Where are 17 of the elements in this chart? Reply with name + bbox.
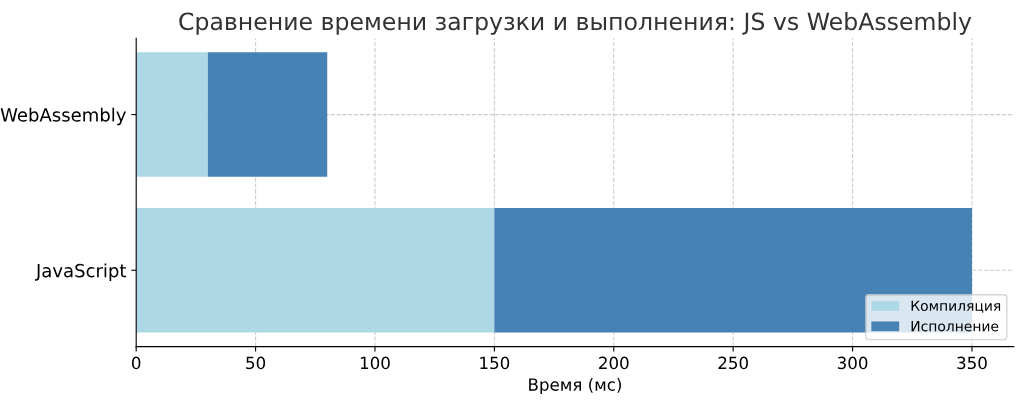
chart-title: Сравнение времени загрузки и выполнения: JS vs WebAssembly [179, 12, 972, 35]
x-tick-label: 350 [957, 356, 987, 370]
x-tick-label: 200 [599, 356, 629, 370]
y-tick-label: JavaScript [35, 263, 127, 281]
x-axis-title: Время (мс) [529, 378, 621, 395]
x-tick-label: 0 [131, 356, 141, 370]
bar [136, 52, 208, 177]
legend-label: Исполнение [911, 321, 999, 332]
legend-label: Компиляция [911, 300, 1001, 313]
x-tick-label: 250 [718, 356, 748, 370]
bar [207, 52, 328, 177]
x-tick-label: 50 [246, 356, 266, 370]
x-tick-label: 150 [480, 356, 510, 370]
y-tick-label: WebAssembly [0, 107, 126, 126]
bar [136, 208, 495, 333]
x-tick-label: 300 [837, 356, 868, 370]
x-tick-label: 100 [360, 356, 390, 370]
